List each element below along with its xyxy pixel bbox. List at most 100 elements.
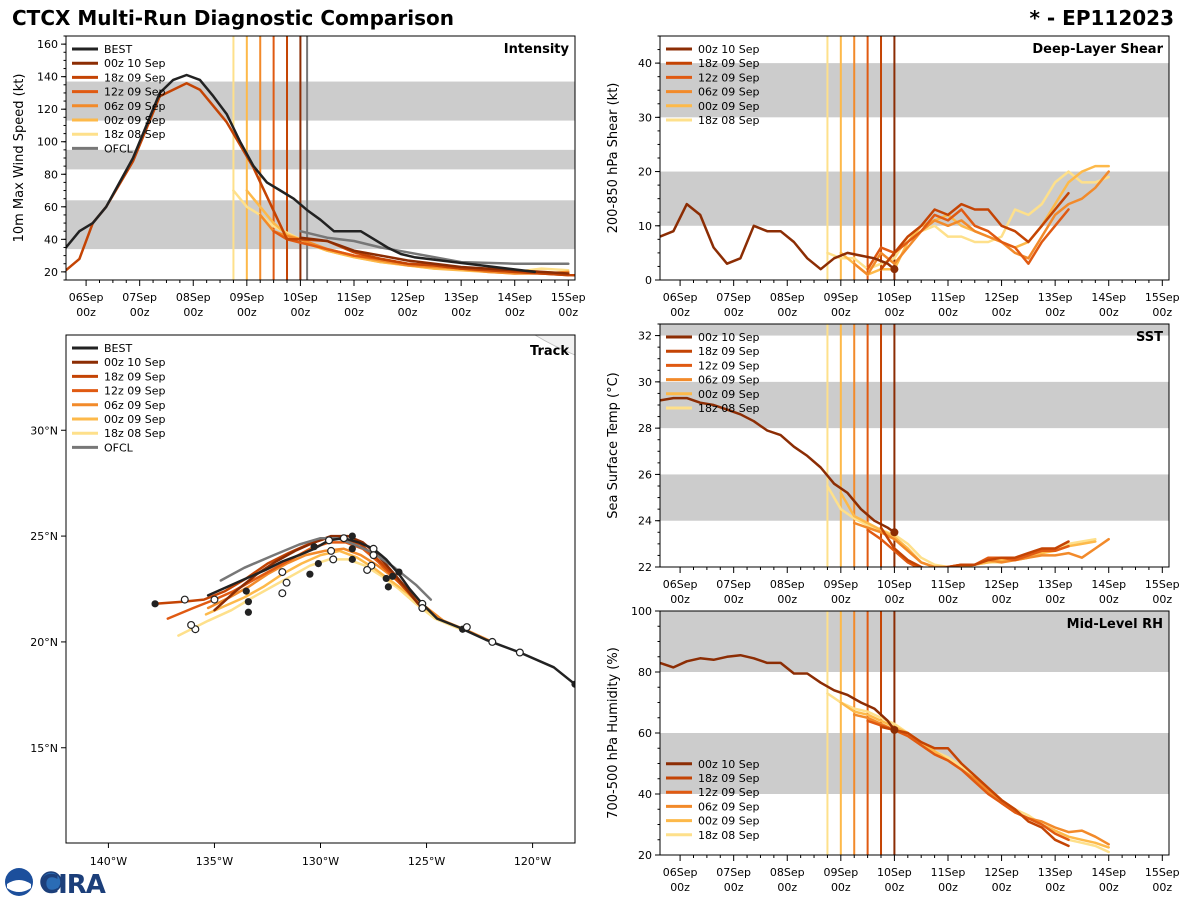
y-axis-label: 10m Max Wind Speed (kt) — [12, 74, 27, 243]
track-plot-area — [151, 335, 575, 688]
y-tick-label: 10 — [638, 220, 652, 233]
track-point-filled — [314, 560, 322, 568]
track-point-open — [418, 604, 427, 613]
x-tick-sublabel: 00z — [724, 593, 744, 606]
x-tick-sublabel: 00z — [398, 306, 418, 319]
legend-label: 12z 09 Sep — [698, 359, 760, 372]
x-tick-sublabel: 00z — [885, 593, 905, 606]
x-tick-sublabel: 00z — [670, 593, 690, 606]
lat-tick-label: 30°N — [30, 424, 58, 437]
track-point-filled — [348, 532, 356, 540]
track-point-open — [363, 565, 372, 574]
x-tick-label: 10Sep — [877, 578, 912, 591]
y-tick-label: 160 — [37, 38, 58, 51]
shaded-band — [660, 171, 1169, 226]
x-tick-sublabel: 00z — [938, 593, 958, 606]
y-tick-label: 32 — [638, 330, 652, 343]
track-point-open — [210, 595, 219, 604]
series-line — [660, 396, 896, 534]
x-tick-sublabel: 00z — [670, 306, 690, 319]
panel-title: Mid-Level RH — [1067, 617, 1163, 632]
logo-text: CIRA — [40, 870, 106, 898]
track-point-filled — [244, 608, 252, 616]
x-tick-sublabel: 00z — [183, 306, 203, 319]
track-point-filled — [310, 543, 318, 551]
legend-label: 06z 09 Sep — [698, 800, 760, 813]
x-tick-sublabel: 00z — [831, 593, 851, 606]
y-tick-label: 40 — [44, 233, 58, 246]
y-tick-label: 24 — [638, 515, 652, 528]
x-tick-label: 14Sep — [1091, 291, 1126, 304]
x-tick-label: 13Sep — [444, 291, 479, 304]
storm-id: * - EP112023 — [1029, 6, 1174, 30]
track-point-open — [324, 536, 333, 545]
cira-logo: CIRA — [5, 868, 107, 898]
x-tick-label: 13Sep — [1038, 578, 1073, 591]
series-line — [879, 725, 1070, 848]
series-line — [660, 202, 896, 271]
x-tick-label: 12Sep — [390, 291, 425, 304]
lon-tick-label: 140°W — [90, 855, 127, 868]
track-point-filled — [389, 572, 397, 580]
panel-title: Deep-Layer Shear — [1032, 42, 1163, 57]
x-tick-label: 11Sep — [931, 578, 966, 591]
y-tick-label: 30 — [638, 376, 652, 389]
shear-panel: 0 10 20 30 40 200-850 hPa Shear (kt) 06Sep 00z 0… — [606, 35, 1180, 319]
x-tick-sublabel: 00z — [831, 881, 851, 894]
legend-label: 06z 09 Sep — [104, 399, 166, 412]
track-point-filled — [382, 574, 390, 583]
intensity-plot-area — [66, 36, 575, 280]
x-tick-label: 09Sep — [823, 578, 858, 591]
y-axis-label: 200-850 hPa Shear (kt) — [606, 83, 621, 234]
x-tick-label: 12Sep — [984, 291, 1019, 304]
x-tick-sublabel: 00z — [777, 881, 797, 894]
x-tick-label: 06Sep — [663, 866, 698, 879]
legend-label: 18z 09 Sep — [104, 370, 166, 383]
rh-panel: 20 40 60 80 100 700-500 hPa Humidity (%) 06Sep… — [606, 605, 1180, 894]
lon-tick-label: 120°W — [514, 855, 551, 868]
legend-label: 18z 08 Sep — [698, 114, 760, 127]
y-tick-label: 20 — [44, 266, 58, 279]
lat-tick-label: 20°N — [30, 636, 58, 649]
track-point-open — [462, 623, 471, 632]
x-tick-sublabel: 00z — [344, 306, 364, 319]
y-tick-label: 100 — [631, 605, 652, 618]
lat-tick-label: 25°N — [30, 530, 58, 543]
x-tick-sublabel: 00z — [724, 881, 744, 894]
x-tick-sublabel: 00z — [1045, 881, 1065, 894]
track-point-open — [515, 648, 524, 657]
shaded-band — [66, 149, 575, 170]
x-tick-label: 15Sep — [1145, 578, 1180, 591]
x-tick-label: 08Sep — [770, 578, 805, 591]
series-line — [660, 653, 896, 732]
legend-label: 00z 10 Sep — [698, 331, 760, 344]
legend-label: 18z 09 Sep — [698, 345, 760, 358]
x-tick-sublabel: 00z — [76, 306, 96, 319]
series-line — [879, 191, 1070, 271]
x-tick-label: 13Sep — [1038, 291, 1073, 304]
legend-label: 00z 09 Sep — [104, 413, 166, 426]
x-tick-sublabel: 00z — [938, 881, 958, 894]
x-tick-label: 13Sep — [1038, 866, 1073, 879]
x-tick-sublabel: 00z — [130, 306, 150, 319]
track-point-open — [339, 534, 348, 543]
legend-label: 18z 09 Sep — [698, 772, 760, 785]
track-point-open — [327, 546, 336, 555]
track-point-filled — [571, 680, 575, 688]
legend-label: OFCL — [104, 441, 134, 454]
y-tick-label: 60 — [638, 727, 652, 740]
y-tick-label: 22 — [638, 561, 652, 574]
legend-label: OFCL — [104, 142, 134, 155]
x-tick-label: 07Sep — [716, 291, 751, 304]
y-tick-label: 20 — [638, 849, 652, 862]
x-tick-label: 08Sep — [176, 291, 211, 304]
x-tick-label: 08Sep — [770, 291, 805, 304]
x-tick-label: 11Sep — [931, 291, 966, 304]
x-tick-label: 14Sep — [497, 291, 532, 304]
x-tick-label: 07Sep — [716, 578, 751, 591]
series-line — [866, 719, 1070, 842]
y-tick-label: 100 — [37, 136, 58, 149]
shaded-band — [660, 324, 1169, 336]
